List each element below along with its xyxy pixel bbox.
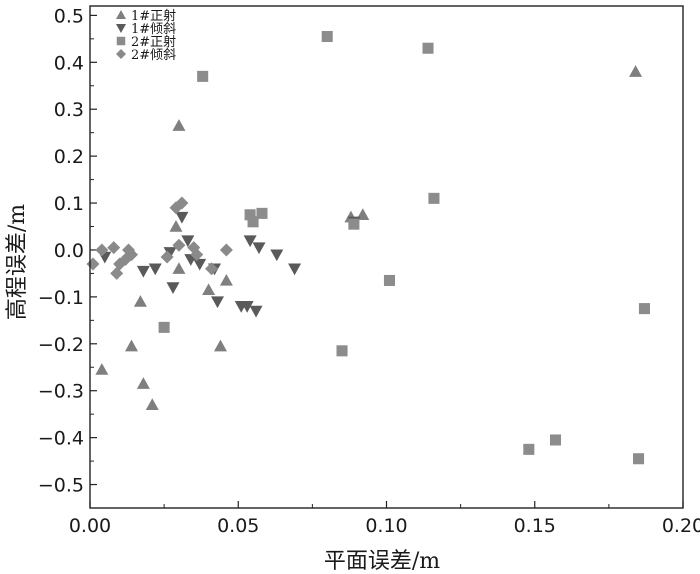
legend-label: 1#倾斜 bbox=[131, 22, 176, 37]
point-square bbox=[549, 434, 562, 446]
point-triangle-down bbox=[181, 235, 195, 248]
x-tick-label: 0.05 bbox=[217, 515, 259, 537]
point-triangle-down bbox=[240, 301, 254, 313]
tick-layer: 0.00 0.05 0.10 0.15 0.20 0.5 0.4 0.3 0.2 0.1 0.0 −0… bbox=[38, 5, 700, 537]
legend-marker bbox=[116, 49, 126, 59]
point-triangle-down bbox=[210, 296, 224, 309]
point-diamond bbox=[175, 196, 189, 210]
y-tick-label: −0.5 bbox=[38, 475, 84, 497]
point-triangle-up bbox=[202, 283, 216, 296]
point-square bbox=[422, 42, 434, 54]
y-axis-title: 高程误差/m bbox=[5, 204, 30, 320]
point-triangle-down bbox=[193, 258, 207, 271]
point-triangle-up bbox=[136, 377, 150, 389]
point-diamond bbox=[95, 243, 109, 257]
point-triangle-up bbox=[125, 339, 139, 352]
y-tick-label: −0.4 bbox=[38, 428, 84, 450]
point-diamond bbox=[107, 241, 121, 255]
y-tick-label: 0.5 bbox=[54, 5, 84, 27]
y-tick-label: −0.2 bbox=[38, 334, 84, 356]
point-square bbox=[321, 30, 333, 43]
points-layer bbox=[86, 30, 650, 465]
point-triangle-up bbox=[219, 273, 233, 286]
x-tick-label: 0.20 bbox=[662, 515, 700, 537]
point-triangle-down bbox=[148, 263, 162, 276]
point-triangle-up bbox=[133, 295, 147, 307]
point-triangle-down bbox=[163, 247, 177, 259]
point-square bbox=[383, 274, 395, 286]
x-tick-label: 0.10 bbox=[365, 515, 407, 537]
y-tick-label: −0.1 bbox=[38, 287, 84, 309]
point-square bbox=[244, 209, 256, 221]
point-triangle-down bbox=[288, 263, 302, 276]
point-square bbox=[158, 321, 170, 333]
y-tick-label: 0.0 bbox=[54, 240, 84, 262]
point-square bbox=[336, 345, 348, 357]
legend-marker bbox=[116, 24, 126, 33]
point-diamond bbox=[190, 248, 204, 262]
point-triangle-down bbox=[252, 242, 266, 255]
point-diamond bbox=[172, 238, 186, 252]
y-tick-label: 0.3 bbox=[54, 99, 84, 121]
point-triangle-up bbox=[213, 339, 227, 352]
legend-marker bbox=[116, 10, 126, 19]
point-triangle-down bbox=[270, 249, 284, 262]
point-triangle-up bbox=[629, 65, 643, 77]
x-axis-title: 平面误差/m bbox=[324, 549, 440, 574]
point-diamond bbox=[86, 257, 100, 271]
x-tick-label: 0.15 bbox=[514, 515, 556, 537]
point-square bbox=[638, 303, 650, 315]
y-tick-label: −0.3 bbox=[38, 381, 84, 403]
y-tick-label: 0.4 bbox=[54, 52, 84, 74]
point-triangle-down bbox=[243, 235, 257, 248]
point-triangle-up bbox=[172, 262, 186, 274]
legend: 1#正射1#倾斜2#正射2#倾斜 bbox=[116, 8, 176, 63]
point-square bbox=[523, 443, 535, 455]
point-triangle-up bbox=[95, 363, 109, 375]
y-tick-label: 0.1 bbox=[54, 193, 84, 215]
point-triangle-down bbox=[136, 265, 150, 278]
point-triangle-up bbox=[172, 119, 186, 131]
point-square bbox=[428, 192, 440, 204]
point-triangle-down bbox=[166, 282, 180, 294]
legend-label: 2#倾斜 bbox=[131, 48, 176, 63]
point-triangle-up bbox=[145, 398, 159, 410]
point-diamond bbox=[160, 250, 174, 264]
point-square bbox=[256, 207, 268, 219]
plot-area-frame bbox=[89, 5, 684, 509]
point-triangle-down bbox=[175, 211, 189, 224]
point-triangle-down bbox=[249, 305, 263, 318]
point-square bbox=[348, 218, 360, 230]
point-square bbox=[197, 70, 209, 82]
point-diamond bbox=[125, 248, 139, 262]
point-square bbox=[633, 453, 645, 465]
y-tick-label: 0.2 bbox=[54, 146, 84, 168]
legend-label: 1#正射 bbox=[131, 8, 176, 24]
point-diamond bbox=[219, 243, 233, 257]
point-triangle-up bbox=[169, 220, 183, 232]
legend-label: 2#正射 bbox=[131, 34, 176, 50]
point-diamond bbox=[205, 262, 219, 276]
x-tick-label: 0.00 bbox=[69, 515, 111, 537]
legend-marker bbox=[116, 36, 126, 46]
point-square bbox=[247, 216, 259, 228]
